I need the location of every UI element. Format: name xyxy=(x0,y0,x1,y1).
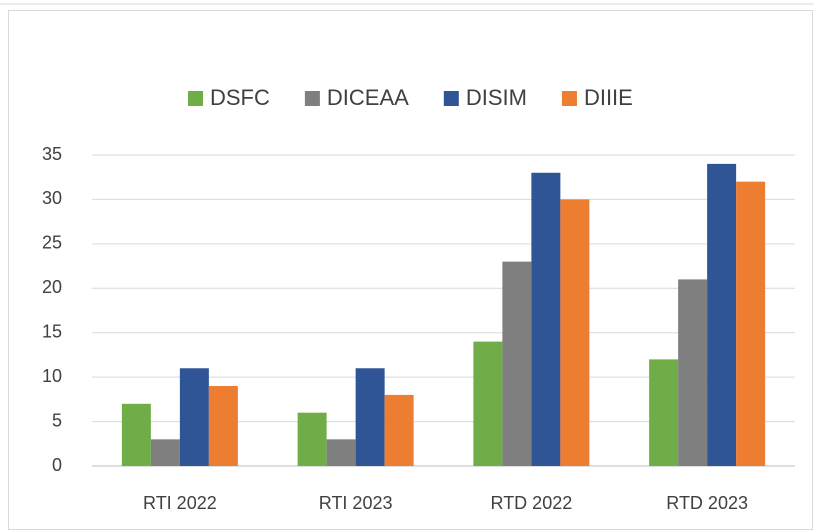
legend-swatch xyxy=(443,91,459,106)
y-tick-label: 30 xyxy=(42,188,62,208)
x-tick-label: RTD 2023 xyxy=(666,493,748,513)
y-tick-label: 25 xyxy=(42,233,62,253)
bar xyxy=(208,386,238,466)
bar xyxy=(473,341,503,466)
legend-swatch xyxy=(561,91,577,106)
y-tick-label: 10 xyxy=(42,366,62,386)
y-tick-label: 35 xyxy=(42,144,62,164)
legend-swatch xyxy=(188,91,203,106)
bar xyxy=(736,181,766,466)
x-tick-label: RTI 2022 xyxy=(143,493,217,513)
y-tick-label: 15 xyxy=(42,321,62,341)
bar xyxy=(649,359,679,466)
y-tick-label: 20 xyxy=(42,277,62,297)
bar xyxy=(678,279,708,466)
legend-swatch xyxy=(304,91,320,106)
legend-label: DICEAA xyxy=(327,85,409,110)
x-tick-label: RTD 2022 xyxy=(491,493,573,513)
legend-label: DISIM xyxy=(466,85,527,110)
x-tick-label: RTI 2023 xyxy=(319,493,393,513)
y-tick-label: 0 xyxy=(52,455,62,475)
bar xyxy=(502,261,532,466)
legend-label: DIIIE xyxy=(584,85,633,110)
bar xyxy=(707,163,737,466)
bar xyxy=(179,368,209,466)
bar xyxy=(326,439,356,466)
bar xyxy=(150,439,180,466)
bar xyxy=(560,199,590,466)
bar xyxy=(297,412,327,466)
bar xyxy=(121,403,151,466)
y-tick-label: 5 xyxy=(52,410,62,430)
bar xyxy=(384,394,414,466)
bar xyxy=(531,172,561,466)
bar xyxy=(355,368,385,466)
legend-label: DSFC xyxy=(210,85,270,110)
